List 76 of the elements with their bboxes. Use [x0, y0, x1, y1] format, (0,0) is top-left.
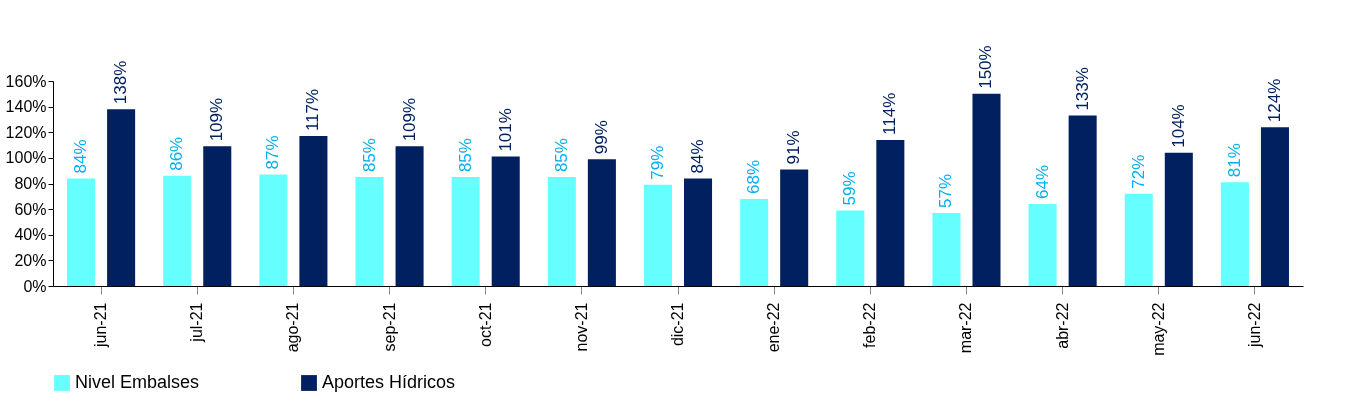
data-label: 99%: [591, 120, 611, 155]
bar: [780, 169, 809, 286]
x-tick-label: may-22: [1149, 302, 1167, 356]
x-tick-label: mar-22: [957, 302, 975, 354]
y-tick-label: 100%: [5, 149, 47, 167]
legend-label: Nivel Embalses: [75, 372, 200, 392]
x-tick-label: abr-22: [1053, 302, 1071, 349]
y-tick-label: 140%: [5, 98, 47, 116]
x-tick-label: oct-21: [476, 302, 494, 347]
data-label: 101%: [495, 108, 515, 152]
x-tick-label: nov-21: [572, 302, 590, 352]
bar: [1124, 193, 1153, 286]
y-tick-label: 40%: [14, 226, 47, 244]
data-label: 84%: [688, 139, 708, 174]
bar: [451, 177, 480, 286]
data-label: 79%: [647, 145, 667, 180]
data-label: 85%: [551, 138, 571, 173]
x-tick-label: dic-21: [669, 302, 686, 347]
data-label: 87%: [263, 135, 283, 170]
data-label: 72%: [1128, 154, 1148, 189]
bar: [643, 184, 672, 286]
bar: [107, 109, 136, 286]
bar: [491, 156, 520, 286]
y-tick-label: 60%: [14, 200, 47, 218]
x-tick-label: sep-21: [380, 302, 398, 352]
data-label: 114%: [880, 92, 900, 135]
bar: [1220, 182, 1249, 286]
data-label: 84%: [71, 139, 91, 174]
data-label: 64%: [1032, 164, 1052, 199]
x-tick-label: jun-21: [92, 302, 110, 348]
data-label: 68%: [744, 159, 764, 194]
data-label: 91%: [784, 130, 804, 165]
data-label: 81%: [1224, 143, 1244, 178]
data-label: 138%: [111, 60, 131, 105]
legend-label: Aportes Hídricos: [322, 372, 456, 392]
bar: [587, 159, 616, 286]
data-label: 59%: [840, 171, 860, 206]
bar: [1068, 115, 1097, 286]
data-label: 57%: [936, 173, 956, 208]
y-tick-label: 0%: [23, 277, 47, 295]
data-label: 124%: [1264, 78, 1284, 123]
x-tick-label: ene-22: [765, 302, 783, 353]
y-tick-label: 20%: [14, 251, 47, 269]
bar: [203, 146, 232, 286]
data-label: 85%: [359, 138, 379, 173]
data-label: 150%: [976, 45, 996, 89]
bar: [299, 136, 328, 286]
x-tick-label: ago-21: [284, 302, 302, 353]
bar: [836, 210, 865, 286]
bar: [684, 178, 713, 286]
y-tick-label: 120%: [5, 123, 47, 141]
bar: [259, 174, 288, 286]
bar: [67, 178, 96, 286]
bar: [876, 139, 905, 286]
bar: [932, 212, 961, 286]
data-label: 86%: [167, 136, 187, 171]
x-tick-label: jul-21: [188, 302, 206, 343]
bar: [1028, 204, 1057, 286]
bar: [163, 175, 192, 286]
y-tick-label: 160%: [5, 72, 47, 90]
bar: [1260, 127, 1289, 286]
x-tick-label: jun-22: [1245, 302, 1263, 348]
x-tick-label: feb-22: [861, 302, 879, 348]
data-label: 104%: [1168, 104, 1188, 148]
bar: [972, 93, 1001, 286]
bar: [1164, 152, 1193, 286]
y-tick-label: 80%: [14, 175, 47, 192]
data-label: 109%: [399, 97, 419, 142]
data-label: 133%: [1072, 67, 1092, 111]
data-label: 85%: [455, 138, 475, 173]
bar: [740, 198, 769, 286]
bar: [547, 177, 576, 286]
data-label: 117%: [303, 88, 323, 132]
bar: [395, 146, 424, 286]
bar: [355, 177, 384, 286]
data-label: 109%: [207, 97, 227, 142]
